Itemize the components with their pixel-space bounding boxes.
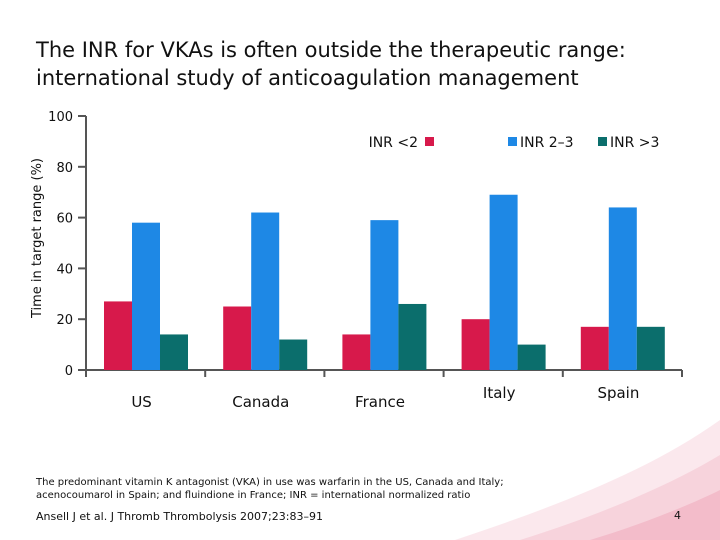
bar-spain-series-2: [636, 326, 665, 370]
citation: Ansell J et al. J Thromb Thrombolysis 20…: [36, 510, 323, 523]
footnote-line-1: The predominant vitamin K antagonist (VK…: [36, 477, 504, 488]
bar-france-series-1: [370, 220, 399, 370]
category-label-italy: Italy: [483, 384, 516, 402]
category-labels: US Canada France Italy Spain: [131, 384, 639, 411]
bar-italy-series-1: [489, 194, 518, 370]
y-axis-label: Time in target range (%): [30, 158, 45, 319]
legend-swatch-2: [598, 137, 607, 146]
legend-label-1: INR 2–3: [520, 135, 574, 151]
bar-us-series-1: [132, 222, 160, 370]
title-line-2: international study of anticoagulation m…: [36, 66, 579, 90]
bar-spain-series-0: [580, 326, 609, 370]
bar-italy-series-0: [461, 319, 490, 370]
legend-swatch-1: [508, 137, 517, 146]
footnote: The predominant vitamin K antagonist (VK…: [36, 476, 556, 502]
title-line-1: The INR for VKAs is often outside the th…: [36, 38, 626, 62]
y-tick-label: 100: [48, 110, 73, 125]
bar-spain-series-1: [608, 207, 637, 370]
page-number: 4: [674, 509, 681, 522]
legend-label-0: INR <2: [369, 135, 418, 151]
bar-italy-series-2: [517, 344, 546, 370]
bar-canada-series-0: [223, 306, 252, 370]
bar-us-series-2: [160, 334, 188, 370]
bar-france-series-2: [398, 303, 427, 370]
category-label-spain: Spain: [597, 384, 639, 402]
category-label-us: US: [131, 393, 152, 411]
bar-canada-series-2: [279, 339, 308, 370]
bar-us-series-0: [104, 301, 132, 370]
category-label-canada: Canada: [232, 393, 289, 411]
bar-france-series-0: [342, 334, 371, 370]
slide-title: The INR for VKAs is often outside the th…: [36, 36, 696, 92]
category-label-france: France: [355, 393, 405, 411]
legend-label-2: INR >3: [610, 135, 659, 151]
y-tick-label: 20: [56, 313, 73, 328]
bars: [104, 194, 665, 370]
bar-canada-series-1: [251, 212, 280, 370]
y-tick-label: 0: [65, 364, 73, 379]
footnote-line-2: acenocoumarol in Spain; and fluindione i…: [36, 490, 471, 501]
legend-swatch-0: [425, 137, 434, 146]
y-tick-label: 40: [56, 262, 73, 277]
legend: INR <2 INR 2–3 INR >3: [369, 135, 660, 151]
y-tick-label: 80: [56, 161, 73, 176]
y-tick-label: 60: [56, 212, 73, 227]
